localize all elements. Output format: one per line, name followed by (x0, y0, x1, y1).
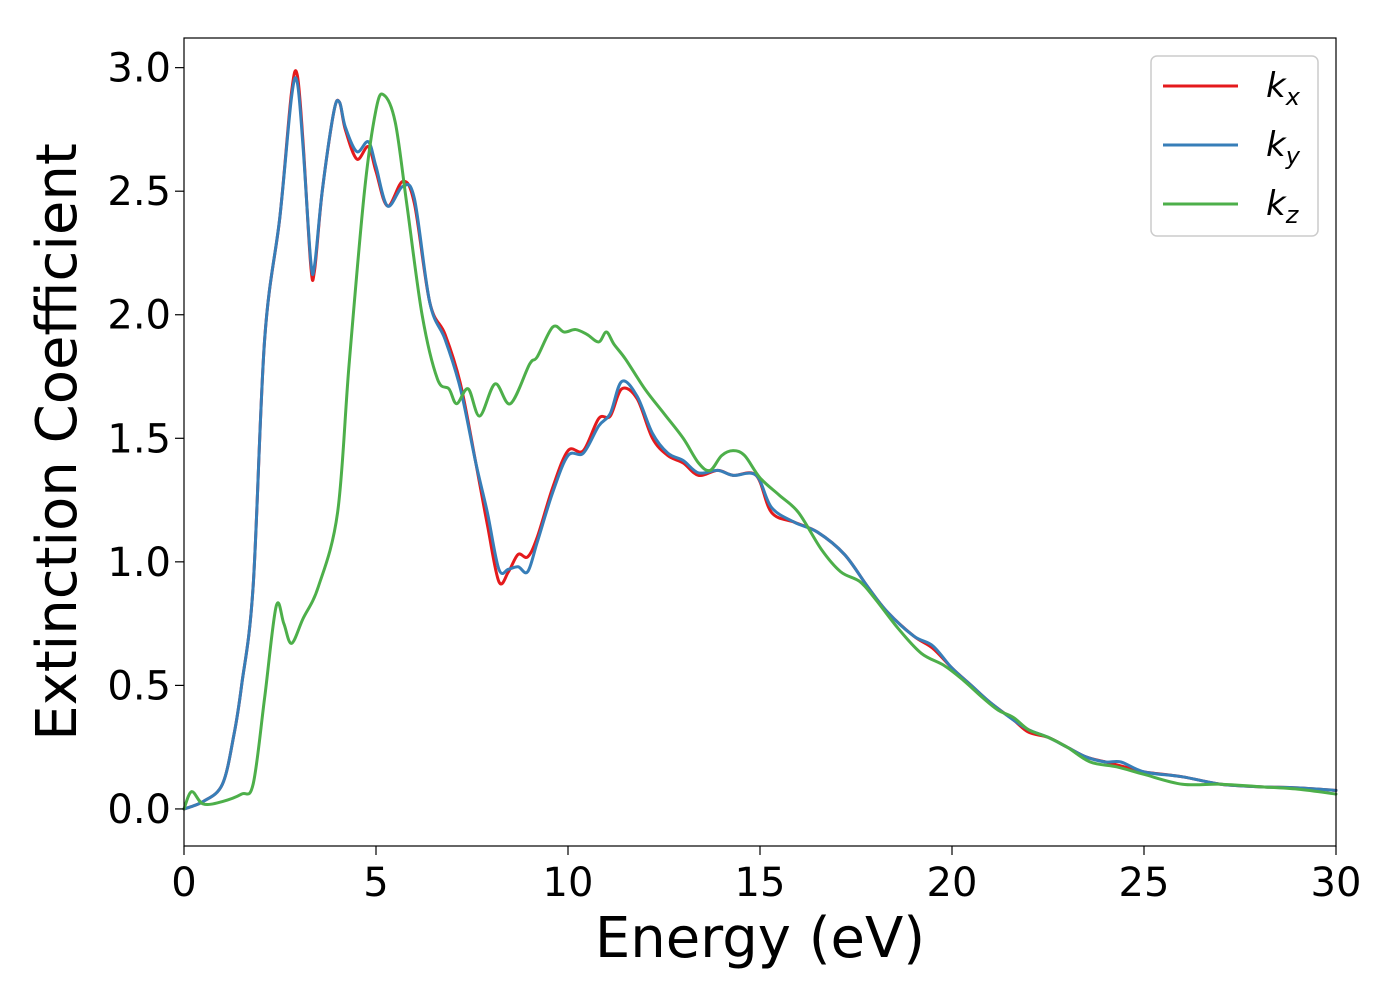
x-tick-label: 20 (927, 860, 978, 906)
x-axis-label: Energy (eV) (595, 906, 925, 971)
x-tick-label: 10 (543, 860, 594, 906)
legend-items: kx ky kz (1163, 66, 1301, 229)
x-tick-label: 0 (171, 860, 196, 906)
series-line-y (182, 76, 1338, 811)
y-tick-label: 2.5 (107, 169, 171, 215)
series-line-z (182, 92, 1338, 811)
legend: kx ky kz (1150, 55, 1319, 237)
legend-label-y: ky (1266, 125, 1301, 170)
legend-label-x: kx (1266, 66, 1301, 111)
legend-label-z: kz (1266, 184, 1300, 229)
x-tick-label: 5 (363, 860, 388, 906)
y-axis-label: Extinction Coefficient (25, 143, 90, 741)
y-tick-label: 1.0 (107, 540, 171, 586)
y-tick-label: 0.0 (107, 787, 171, 833)
x-tick-label: 30 (1311, 860, 1362, 906)
x-tick-label: 15 (735, 860, 786, 906)
y-tick-label: 1.5 (107, 416, 171, 462)
y-tick-label: 0.5 (107, 663, 171, 709)
series-layer (182, 69, 1338, 811)
y-tick-label: 3.0 (107, 46, 171, 92)
y-axis-ticks: 0.0 0.5 1.0 1.5 2.0 2.5 3.0 (107, 46, 184, 833)
x-tick-label: 25 (1119, 860, 1170, 906)
x-axis-ticks: 0 5 10 15 20 25 30 (171, 846, 1361, 906)
y-tick-label: 2.0 (107, 293, 171, 339)
